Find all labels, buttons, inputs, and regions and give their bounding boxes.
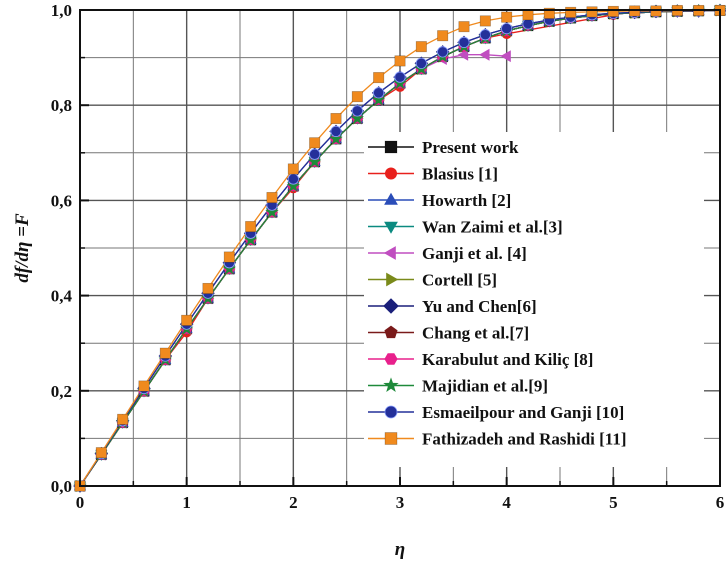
legend-label: Blasius [1] bbox=[422, 165, 498, 184]
legend-marker bbox=[384, 325, 398, 339]
legend-label: Karabulut and Kiliç [8] bbox=[422, 350, 593, 369]
data-point bbox=[457, 48, 469, 61]
data-point bbox=[159, 347, 171, 359]
data-point bbox=[373, 87, 385, 99]
legend-label: Present work bbox=[422, 138, 519, 157]
data-point bbox=[329, 131, 343, 145]
data-point bbox=[309, 148, 321, 160]
data-point bbox=[501, 22, 513, 35]
data-point bbox=[543, 7, 555, 19]
y-axis-label: df/dη =F bbox=[12, 213, 33, 283]
x-tick-label: 4 bbox=[502, 493, 511, 512]
data-point bbox=[501, 11, 513, 23]
data-point bbox=[309, 137, 321, 149]
data-point bbox=[330, 125, 342, 137]
data-point bbox=[394, 55, 406, 67]
legend-marker bbox=[384, 192, 398, 205]
data-point bbox=[117, 413, 129, 425]
data-point bbox=[265, 205, 279, 218]
x-tick-label: 3 bbox=[396, 493, 405, 512]
y-tick-label: 0,8 bbox=[51, 96, 72, 115]
data-point bbox=[415, 57, 427, 69]
legend-label: Chang et al.[7] bbox=[422, 324, 529, 343]
data-point bbox=[351, 91, 363, 103]
legend-label: Howarth [2] bbox=[422, 191, 511, 210]
data-point bbox=[202, 282, 214, 294]
legend: Present work Blasius [1] Howarth [2] Wan Za… bbox=[364, 132, 704, 467]
data-point bbox=[286, 179, 301, 192]
data-point bbox=[330, 113, 342, 125]
y-tick-label: 0,2 bbox=[51, 382, 72, 401]
data-point bbox=[266, 192, 278, 204]
tick-labels: 0 1 2 3 4 5 6 0,0 0,2 0,4 0,6 0,8 1,0 bbox=[51, 1, 725, 512]
data-point bbox=[437, 46, 449, 58]
data-point bbox=[586, 6, 598, 18]
data-point bbox=[479, 48, 490, 61]
data-point bbox=[371, 92, 386, 106]
data-point bbox=[95, 447, 107, 459]
data-point bbox=[287, 173, 299, 185]
data-point bbox=[500, 50, 511, 63]
data-point bbox=[245, 221, 257, 233]
legend-marker bbox=[383, 246, 396, 260]
data-point bbox=[223, 251, 235, 263]
data-point bbox=[373, 72, 385, 84]
legend-marker bbox=[383, 377, 399, 393]
data-point bbox=[522, 9, 534, 21]
x-tick-label: 0 bbox=[76, 493, 85, 512]
legend-marker bbox=[384, 221, 398, 234]
data-point bbox=[415, 41, 427, 53]
x-tick-label: 5 bbox=[609, 493, 618, 512]
x-tick-label: 2 bbox=[289, 493, 298, 512]
legend-marker bbox=[386, 272, 399, 287]
data-point bbox=[350, 111, 365, 125]
legend-marker bbox=[384, 432, 398, 445]
data-point bbox=[437, 30, 449, 42]
legend-label: Wan Zaimi et al.[3] bbox=[422, 218, 563, 237]
data-point bbox=[458, 21, 470, 33]
y-tick-label: 0,0 bbox=[51, 477, 72, 496]
series-markers bbox=[73, 3, 726, 493]
legend-label: Majidian et al.[9] bbox=[422, 377, 548, 396]
y-tick-label: 0,4 bbox=[51, 287, 73, 306]
data-point bbox=[351, 105, 363, 117]
legend-label: Yu and Chen[6] bbox=[422, 297, 537, 316]
data-point bbox=[307, 154, 322, 168]
data-point bbox=[607, 5, 619, 17]
data-point bbox=[479, 15, 491, 27]
x-axis-label: η bbox=[395, 539, 405, 560]
x-tick-label: 6 bbox=[716, 493, 725, 512]
legend-marker bbox=[385, 167, 397, 180]
data-point bbox=[138, 380, 150, 392]
data-point bbox=[565, 6, 577, 18]
data-point bbox=[181, 314, 193, 326]
legend-marker bbox=[384, 140, 398, 154]
legend-label: Ganji et al. [4] bbox=[422, 244, 527, 263]
legend-label: Cortell [5] bbox=[422, 271, 497, 290]
legend-box bbox=[364, 132, 704, 467]
data-point bbox=[287, 163, 299, 175]
data-point bbox=[458, 36, 470, 48]
y-tick-label: 1,0 bbox=[51, 1, 72, 20]
data-point bbox=[243, 232, 258, 246]
data-point bbox=[479, 29, 491, 41]
legend-marker bbox=[384, 353, 398, 365]
legend-label: Esmaeilpour and Ganji [10] bbox=[422, 403, 624, 422]
legend-marker bbox=[384, 405, 398, 419]
x-tick-label: 1 bbox=[182, 493, 191, 512]
data-point bbox=[394, 71, 406, 83]
legend-marker bbox=[383, 298, 399, 314]
y-tick-label: 0,6 bbox=[51, 191, 72, 210]
axis-ticks bbox=[79, 9, 721, 487]
legend-label: Fathizadeh and Rashidi [11] bbox=[422, 430, 627, 449]
